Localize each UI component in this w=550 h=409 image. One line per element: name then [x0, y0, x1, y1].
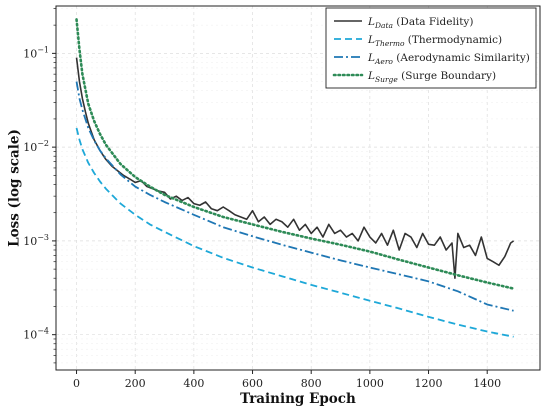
y-tick-label-exponent: −2 [37, 139, 49, 148]
x-tick-label: 800 [301, 377, 322, 390]
x-tick-label: 1200 [415, 377, 443, 390]
y-tick-label: 10−3 [23, 233, 49, 248]
legend-label-symbol: L [367, 16, 375, 28]
series-lines [75, 18, 515, 338]
x-axis-ticks: 0 200 400 600 800 1000 1200 1400 [73, 370, 501, 390]
legend-label-description: (Aerodynamic Similarity) [393, 52, 530, 64]
legend: LData (Data Fidelity)LThermo (Thermodyna… [325, 7, 537, 89]
y-tick-label-base: 10 [23, 47, 37, 60]
legend-label-description: (Data Fidelity) [393, 16, 473, 28]
series-line-surge [75, 18, 515, 290]
y-tick-label: 10−2 [23, 139, 49, 154]
x-tick-label: 400 [183, 377, 204, 390]
legend-label-subscript: Data [374, 21, 393, 30]
legend-label-symbol: L [367, 34, 375, 46]
y-tick-label-exponent: −3 [37, 233, 49, 242]
y-axis-ticks: 10−410−310−210−1 [23, 8, 56, 364]
legend-label-subscript: Aero [374, 57, 393, 66]
legend-label-description: (Thermodynamic) [404, 34, 502, 46]
legend-label-thermo: LThermo (Thermodynamic) [367, 34, 502, 48]
plot-frame [55, 5, 541, 371]
grid-lines [56, 6, 540, 370]
y-tick-label-base: 10 [23, 141, 37, 154]
y-axis-title: Loss (log scale) [7, 129, 23, 247]
y-tick-label-base: 10 [23, 235, 37, 248]
x-tick-label: 0 [73, 377, 80, 390]
legend-label-subscript: Thermo [375, 39, 405, 48]
series-line-aero [75, 81, 514, 312]
x-tick-label: 1400 [473, 377, 501, 390]
x-axis-title: Training Epoch [240, 391, 356, 407]
y-tick-label-base: 10 [23, 329, 37, 342]
legend-label-subscript: Surge [375, 75, 398, 84]
y-tick-label: 10−1 [23, 45, 49, 60]
series-line-thermo [75, 127, 514, 338]
legend-label-aero: LAero (Aerodynamic Similarity) [367, 52, 530, 66]
legend-label-data: LData (Data Fidelity) [367, 16, 473, 30]
legend-label-description: (Surge Boundary) [398, 70, 496, 82]
y-tick-label-exponent: −1 [37, 45, 49, 54]
legend-label-symbol: L [367, 70, 375, 82]
x-tick-label: 1000 [356, 377, 384, 390]
legend-label-surge: LSurge (Surge Boundary) [367, 70, 496, 84]
y-tick-label: 10−4 [23, 327, 49, 342]
x-tick-label: 200 [125, 377, 146, 390]
y-tick-label-exponent: −4 [37, 327, 49, 336]
legend-label-symbol: L [367, 52, 375, 64]
x-tick-label: 600 [242, 377, 263, 390]
